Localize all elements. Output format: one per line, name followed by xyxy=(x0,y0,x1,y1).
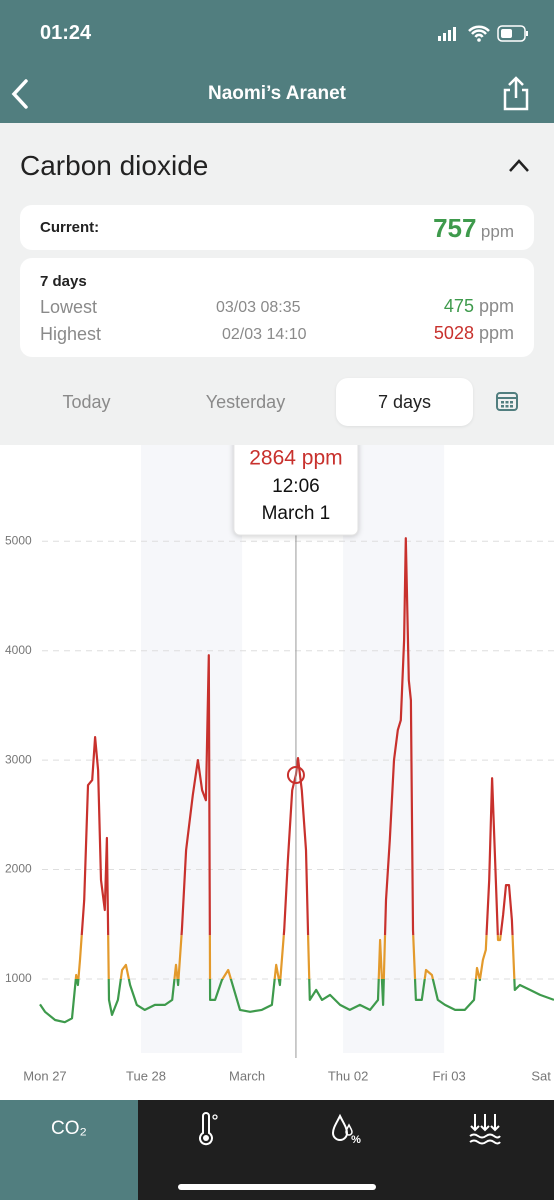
lowest-label: Lowest xyxy=(40,297,98,317)
tooltip-time: 12:06 xyxy=(272,476,320,497)
summary-card: 7 days Lowest 03/03 08:35 475 ppm Highes… xyxy=(20,258,534,357)
current-card: Current: 757 ppm xyxy=(20,205,534,250)
nav-co2[interactable]: CO₂ xyxy=(0,1100,138,1200)
x-tick-label: Thu 02 xyxy=(328,1068,368,1083)
x-tick-label: Fri 03 xyxy=(433,1068,466,1083)
y-tick-label: 5000 xyxy=(5,533,32,547)
lowest-unit: ppm xyxy=(478,296,514,316)
home-indicator xyxy=(178,1184,376,1190)
tooltip-date: March 1 xyxy=(262,503,331,524)
day-shade xyxy=(343,445,445,1053)
highest-value: 5028 xyxy=(433,323,474,343)
x-tick-label: Sat 04 xyxy=(531,1068,554,1083)
current-label: Current: xyxy=(40,219,100,236)
tooltip: 2864 ppm 12:06 March 1 xyxy=(233,445,359,536)
x-tick-label: Mon 27 xyxy=(23,1068,66,1083)
nav-co2-label: CO₂ xyxy=(51,1118,87,1139)
nav-temperature[interactable] xyxy=(196,1112,222,1148)
top-bar xyxy=(0,0,554,123)
highest-date: 02/03 14:10 xyxy=(222,326,307,343)
period-tabs: Today Yesterday 7 days xyxy=(0,378,554,426)
nav-humidity[interactable]: % xyxy=(330,1112,366,1148)
status-icons xyxy=(438,25,528,42)
y-tick-label: 3000 xyxy=(5,752,32,766)
y-tick-label: 4000 xyxy=(5,643,32,657)
period-tab[interactable]: 7 days xyxy=(336,378,473,426)
current-value: 757 xyxy=(433,213,477,243)
period-tab[interactable]: Today xyxy=(62,392,111,412)
current-unit: ppm xyxy=(480,222,514,241)
calendar-button[interactable] xyxy=(495,389,519,413)
header-title: Naomi’s Aranet xyxy=(208,83,346,104)
co2-line xyxy=(39,978,554,1024)
nav-humidity-unit: % xyxy=(351,1134,361,1146)
lowest-value: 475 xyxy=(443,296,474,316)
co2-line xyxy=(74,935,516,979)
lowest-date: 03/03 08:35 xyxy=(216,299,301,316)
co2-chart: 1000 2000 3000 4000 5000 Mon 27 Tue 28 March Thu… xyxy=(0,445,554,1100)
highest-unit: ppm xyxy=(478,323,514,343)
summary-period: 7 days xyxy=(40,273,87,290)
nav-pressure[interactable] xyxy=(468,1112,502,1146)
tooltip-value: 2864 ppm xyxy=(249,447,342,470)
share-button[interactable] xyxy=(500,76,532,112)
day-shade xyxy=(141,445,243,1053)
x-tick-label: March xyxy=(229,1068,265,1083)
collapse-button[interactable] xyxy=(507,156,531,176)
status-time: 01:24 xyxy=(40,22,92,44)
co2-line xyxy=(80,537,514,936)
section-title: Carbon dioxide xyxy=(20,150,209,181)
y-tick-label: 1000 xyxy=(5,971,32,985)
highest-label: Highest xyxy=(40,324,102,344)
back-button[interactable] xyxy=(8,78,32,110)
x-tick-label: Tue 28 xyxy=(126,1068,166,1083)
tooltip-box xyxy=(233,445,359,536)
period-tab[interactable]: Yesterday xyxy=(205,392,286,412)
y-tick-label: 2000 xyxy=(5,862,32,876)
cursor-point xyxy=(286,765,305,784)
bottom-nav: CO₂ % xyxy=(0,1100,554,1200)
